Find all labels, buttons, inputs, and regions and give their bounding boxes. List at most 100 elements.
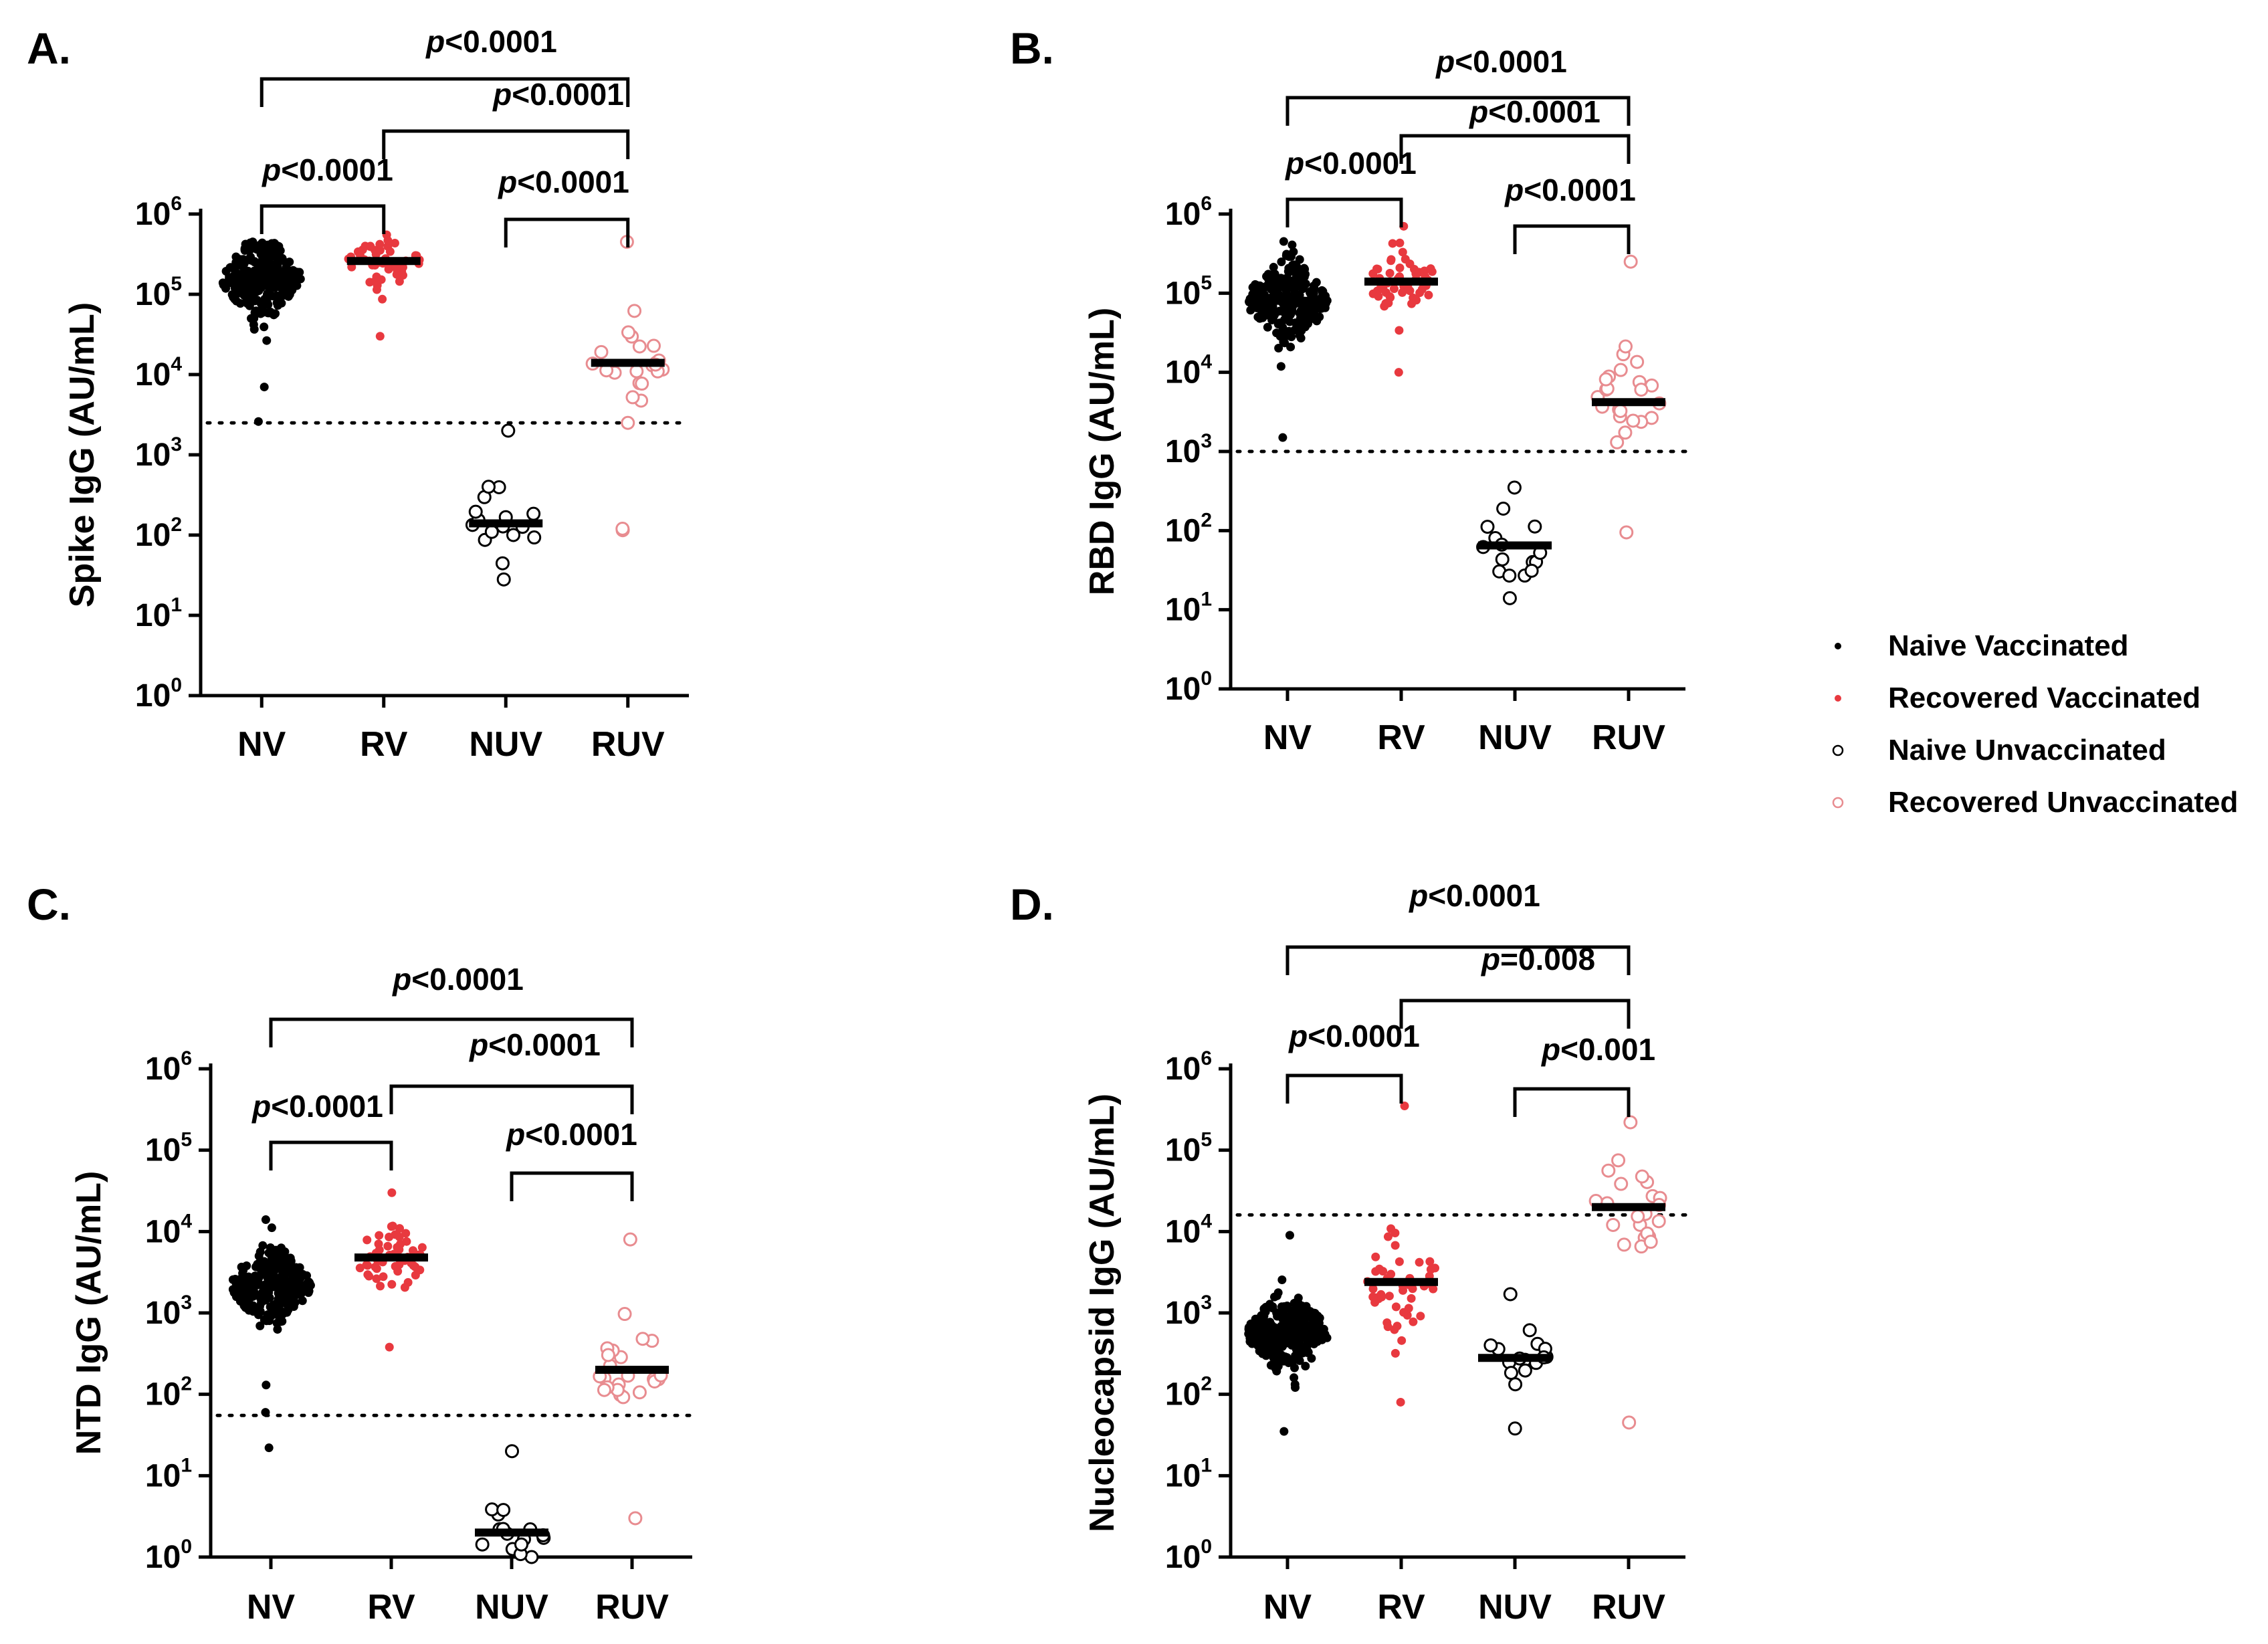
data-point: [253, 308, 262, 318]
data-point: [1284, 264, 1294, 273]
data-point: [1295, 255, 1304, 264]
data-point: [632, 1385, 647, 1400]
data-point: [1390, 1348, 1400, 1358]
data-point: [384, 265, 393, 274]
data-point: [1391, 1302, 1401, 1312]
data-point: [1431, 1263, 1440, 1273]
data-point: [481, 480, 496, 494]
data-point: [257, 266, 267, 276]
y-axis-label: Nucleocapsid IgG (AU/mL): [1083, 1094, 1122, 1532]
data-point: [1298, 284, 1307, 294]
data-point: [1618, 425, 1633, 440]
y-tick-label: 102: [145, 1373, 192, 1413]
data-point: [1263, 1340, 1273, 1350]
data-point: [1286, 278, 1296, 287]
panel-c: C. NTD IgG (AU/mL) 100 101 102 103 104 105 106 NV…: [27, 880, 694, 1627]
data-point: [1296, 306, 1306, 315]
data-point: [1276, 1322, 1285, 1332]
data-point: [1508, 1377, 1523, 1392]
data-point: [271, 309, 280, 318]
data-point: [257, 280, 267, 290]
data-point: [261, 1408, 270, 1417]
data-point: [1390, 1325, 1399, 1334]
data-point: [1385, 268, 1395, 278]
data-point: [1300, 264, 1310, 274]
data-point: [248, 314, 257, 324]
data-point: [273, 264, 282, 273]
y-tick-label: 104: [1165, 1210, 1212, 1249]
data-point: [1291, 1383, 1300, 1393]
data-point: [261, 1215, 270, 1225]
data-point: [239, 1265, 248, 1275]
data-point: [1631, 1209, 1645, 1224]
y-tick-label: 103: [1165, 430, 1212, 470]
data-point: [1386, 255, 1396, 264]
data-point: [1400, 1101, 1409, 1110]
data-point: [1389, 284, 1399, 294]
p-value-label: p<0.0001: [1408, 878, 1540, 913]
data-point: [264, 1443, 274, 1453]
y-tick-label: 101: [1165, 1454, 1212, 1494]
data-point: [375, 239, 385, 249]
data-point: [1255, 303, 1264, 312]
data-point: [1317, 286, 1326, 295]
data-point: [235, 1297, 245, 1306]
data-point: [1368, 1292, 1378, 1302]
data-point: [1277, 320, 1286, 330]
data-point: [1524, 563, 1539, 578]
data-point: [1268, 1302, 1277, 1312]
data-point: [372, 272, 381, 282]
data-point: [617, 1307, 632, 1322]
data-point: [1618, 339, 1633, 354]
data-point: [262, 1380, 271, 1390]
data-point: [363, 1235, 372, 1245]
data-point: [284, 1305, 293, 1314]
data-point: [240, 243, 249, 253]
data-point: [255, 1305, 264, 1314]
data-point: [1259, 1312, 1269, 1321]
data-point: [392, 270, 401, 279]
data-point: [627, 304, 642, 318]
data-point: [264, 300, 273, 309]
significance-bracket: [260, 204, 386, 234]
data-point: [390, 239, 399, 248]
data-point: [1619, 525, 1634, 540]
data-point: [290, 1298, 300, 1307]
data-point: [282, 262, 291, 272]
y-tick-label: 105: [1165, 272, 1212, 311]
data-point: [409, 1261, 418, 1270]
legend-label: Naive Vaccinated: [1888, 629, 2129, 662]
data-point: [1483, 1338, 1498, 1352]
data-point: [1284, 252, 1294, 262]
significance-bracket: [510, 1171, 634, 1201]
data-point: [376, 1281, 385, 1291]
x-tick-label-ruv: RUV: [591, 725, 665, 764]
y-tick-label: 105: [1165, 1129, 1212, 1168]
y-tick-label: 106: [1165, 193, 1212, 232]
significance-bracket: [1285, 96, 1631, 126]
data-point: [294, 1290, 303, 1299]
y-axis-label: Spike IgG (AU/mL): [63, 302, 102, 607]
data-point: [273, 1325, 282, 1334]
data-point: [1626, 413, 1641, 428]
data-point: [230, 294, 239, 304]
p-value-label: p<0.0001: [1468, 94, 1601, 129]
data-point: [635, 377, 649, 391]
data-point: [255, 1321, 265, 1330]
data-point: [1279, 237, 1288, 246]
p-value-label: p<0.0001: [492, 77, 624, 112]
data-point: [1372, 264, 1381, 274]
y-tick-label: 106: [135, 193, 182, 232]
data-point: [625, 390, 640, 405]
data-point: [387, 1222, 396, 1231]
y-tick-label: 105: [145, 1129, 192, 1168]
y-tick-label: 100: [135, 674, 182, 714]
data-point: [1417, 284, 1427, 294]
data-point: [1285, 310, 1295, 320]
data-point: [257, 1298, 266, 1308]
p-value-label: p=0.008: [1480, 942, 1595, 977]
y-tick-label: 100: [1165, 1536, 1212, 1575]
data-point: [1247, 1321, 1256, 1330]
data-point: [1301, 1362, 1310, 1371]
data-point: [1394, 368, 1403, 377]
